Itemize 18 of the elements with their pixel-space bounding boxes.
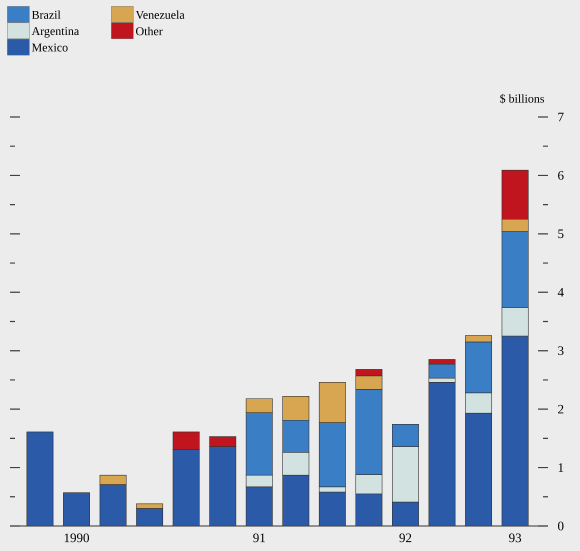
y-tick-label: 6	[558, 171, 564, 180]
y-tick-label: 5	[558, 230, 564, 238]
y-axis-title: $ billions	[500, 94, 544, 104]
x-tick-label: 91	[253, 534, 265, 542]
legend-label: Brazil	[32, 10, 61, 19]
x-tick-label: 1990	[64, 534, 89, 542]
legend-label: Argentina	[32, 27, 80, 38]
x-tick-label: 92	[399, 534, 412, 542]
legend-label: Other	[136, 26, 163, 36]
y-tick-label: 3	[558, 346, 564, 356]
y-tick-label: 4	[558, 288, 564, 297]
y-tick-label: 7	[558, 112, 564, 122]
legend-label: Mexico	[32, 43, 68, 52]
y-tick-label: 2	[558, 404, 564, 414]
y-tick-label: 0	[558, 522, 564, 530]
y-tick-label: 1	[558, 463, 564, 472]
legend-label: Venezuela	[136, 10, 185, 19]
x-tick-label: 93	[509, 534, 522, 542]
